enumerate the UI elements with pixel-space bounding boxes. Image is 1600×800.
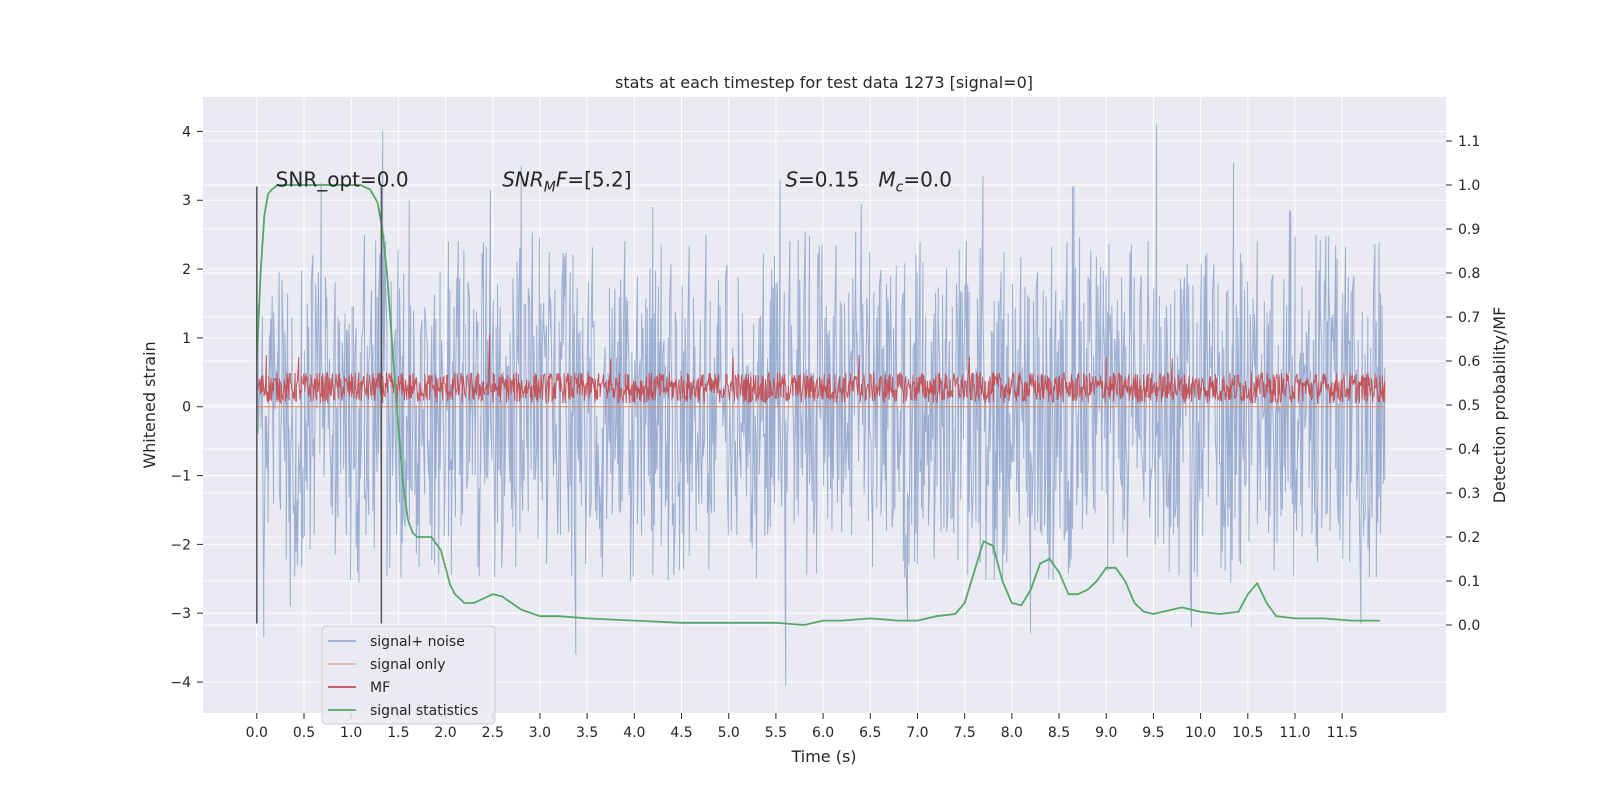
- x-tick-label: 1.0: [340, 725, 362, 741]
- y-tick-label: 3: [182, 193, 191, 209]
- x-tick-label: 2.0: [434, 725, 456, 741]
- x-tick-label: 8.5: [1048, 725, 1070, 741]
- x-tick-label: 2.5: [482, 725, 504, 741]
- x-tick-label: 6.5: [859, 725, 881, 741]
- x-tick-label: 0.5: [293, 725, 315, 741]
- y-right-tick-label: 0.3: [1458, 486, 1480, 502]
- y-right-tick-label: 1.0: [1458, 178, 1480, 194]
- x-tick-label: 7.5: [954, 725, 976, 741]
- legend-label: signal only: [370, 657, 445, 673]
- x-tick-label: 3.0: [529, 725, 551, 741]
- y-tick-label: 1: [182, 331, 191, 347]
- y-tick-label: −3: [170, 606, 191, 622]
- y-right-tick-label: 0.6: [1458, 354, 1480, 370]
- x-tick-label: 10.5: [1232, 725, 1263, 741]
- y-right-tick-label: 0.4: [1458, 442, 1480, 458]
- annotation: SNR_opt=0.0: [276, 168, 409, 192]
- x-tick-label: 4.5: [670, 725, 692, 741]
- y-axis-right: 0.0 0.1 0.2 0.3 0.4 0.5 0.6 0.7 0.8 0.9 1.0 1.1: [1446, 134, 1480, 634]
- legend: signal+ noise signal only MF signal statist…: [321, 625, 496, 725]
- x-tick-label: 6.0: [812, 725, 834, 741]
- legend-label: signal+ noise: [370, 634, 465, 650]
- y-tick-label: 2: [182, 262, 191, 278]
- x-axis: 0.0 0.5 1.0 1.5 2.0 2.5 3.0 3.5 4.0 4.5 5.0 5.5 6.0 6…: [246, 713, 1358, 741]
- y-right-tick-label: 0.2: [1458, 530, 1480, 546]
- x-tick-label: 11.0: [1279, 725, 1310, 741]
- y-axis-right-label: Detection probability/MF: [1490, 307, 1509, 504]
- x-axis-label: Time (s): [790, 747, 856, 766]
- series-line-mf: [256, 334, 1386, 405]
- x-tick-label: 1.5: [387, 725, 409, 741]
- annotation: SNRMF=[5.2]: [502, 168, 631, 196]
- annotation: S=0.15 Mc=0.0: [785, 168, 952, 196]
- series-line-signal-noise: [256, 124, 1386, 686]
- x-tick-label: 10.0: [1185, 725, 1216, 741]
- x-tick-label: 4.0: [623, 725, 645, 741]
- x-tick-label: 11.5: [1327, 725, 1358, 741]
- y-right-tick-label: 0.9: [1458, 222, 1480, 238]
- x-tick-label: 5.5: [765, 725, 787, 741]
- x-tick-label: 9.0: [1095, 725, 1117, 741]
- y-right-tick-label: 0.0: [1458, 618, 1480, 634]
- x-tick-label: 9.5: [1142, 725, 1164, 741]
- y-tick-label: 4: [182, 124, 191, 140]
- vertical-lines: [256, 186, 383, 624]
- x-tick-label: 7.0: [906, 725, 928, 741]
- y-tick-label: −4: [170, 675, 191, 691]
- y-tick-label: −2: [170, 537, 191, 553]
- y-axis-left: −4 −3 −2 −1 0 1 2 3 4: [170, 124, 203, 691]
- chart-title: stats at each timestep for test data 127…: [615, 73, 1033, 92]
- legend-label: signal statistics: [370, 703, 478, 719]
- y-tick-label: 0: [182, 400, 191, 416]
- x-tick-label: 8.0: [1001, 725, 1023, 741]
- series-line-signal-statistics: [255, 184, 1380, 626]
- x-tick-label: 0.0: [246, 725, 268, 741]
- y-right-tick-label: 0.8: [1458, 266, 1480, 282]
- series-layer: [255, 124, 1386, 686]
- y-axis-label: Whitened strain: [140, 341, 159, 468]
- x-tick-label: 5.0: [718, 725, 740, 741]
- legend-label: MF: [370, 680, 390, 696]
- y-right-tick-label: 0.5: [1458, 398, 1480, 414]
- y-right-tick-label: 1.1: [1458, 134, 1480, 150]
- legend-box: [321, 625, 496, 725]
- x-tick-label: 3.5: [576, 725, 598, 741]
- y-right-tick-label: 0.7: [1458, 310, 1480, 326]
- y-right-tick-label: 0.1: [1458, 574, 1480, 590]
- y-tick-label: −1: [170, 469, 191, 485]
- annotations: SNR_opt=0.0 SNRMF=[5.2] S=0.15 Mc=0.0: [276, 168, 952, 196]
